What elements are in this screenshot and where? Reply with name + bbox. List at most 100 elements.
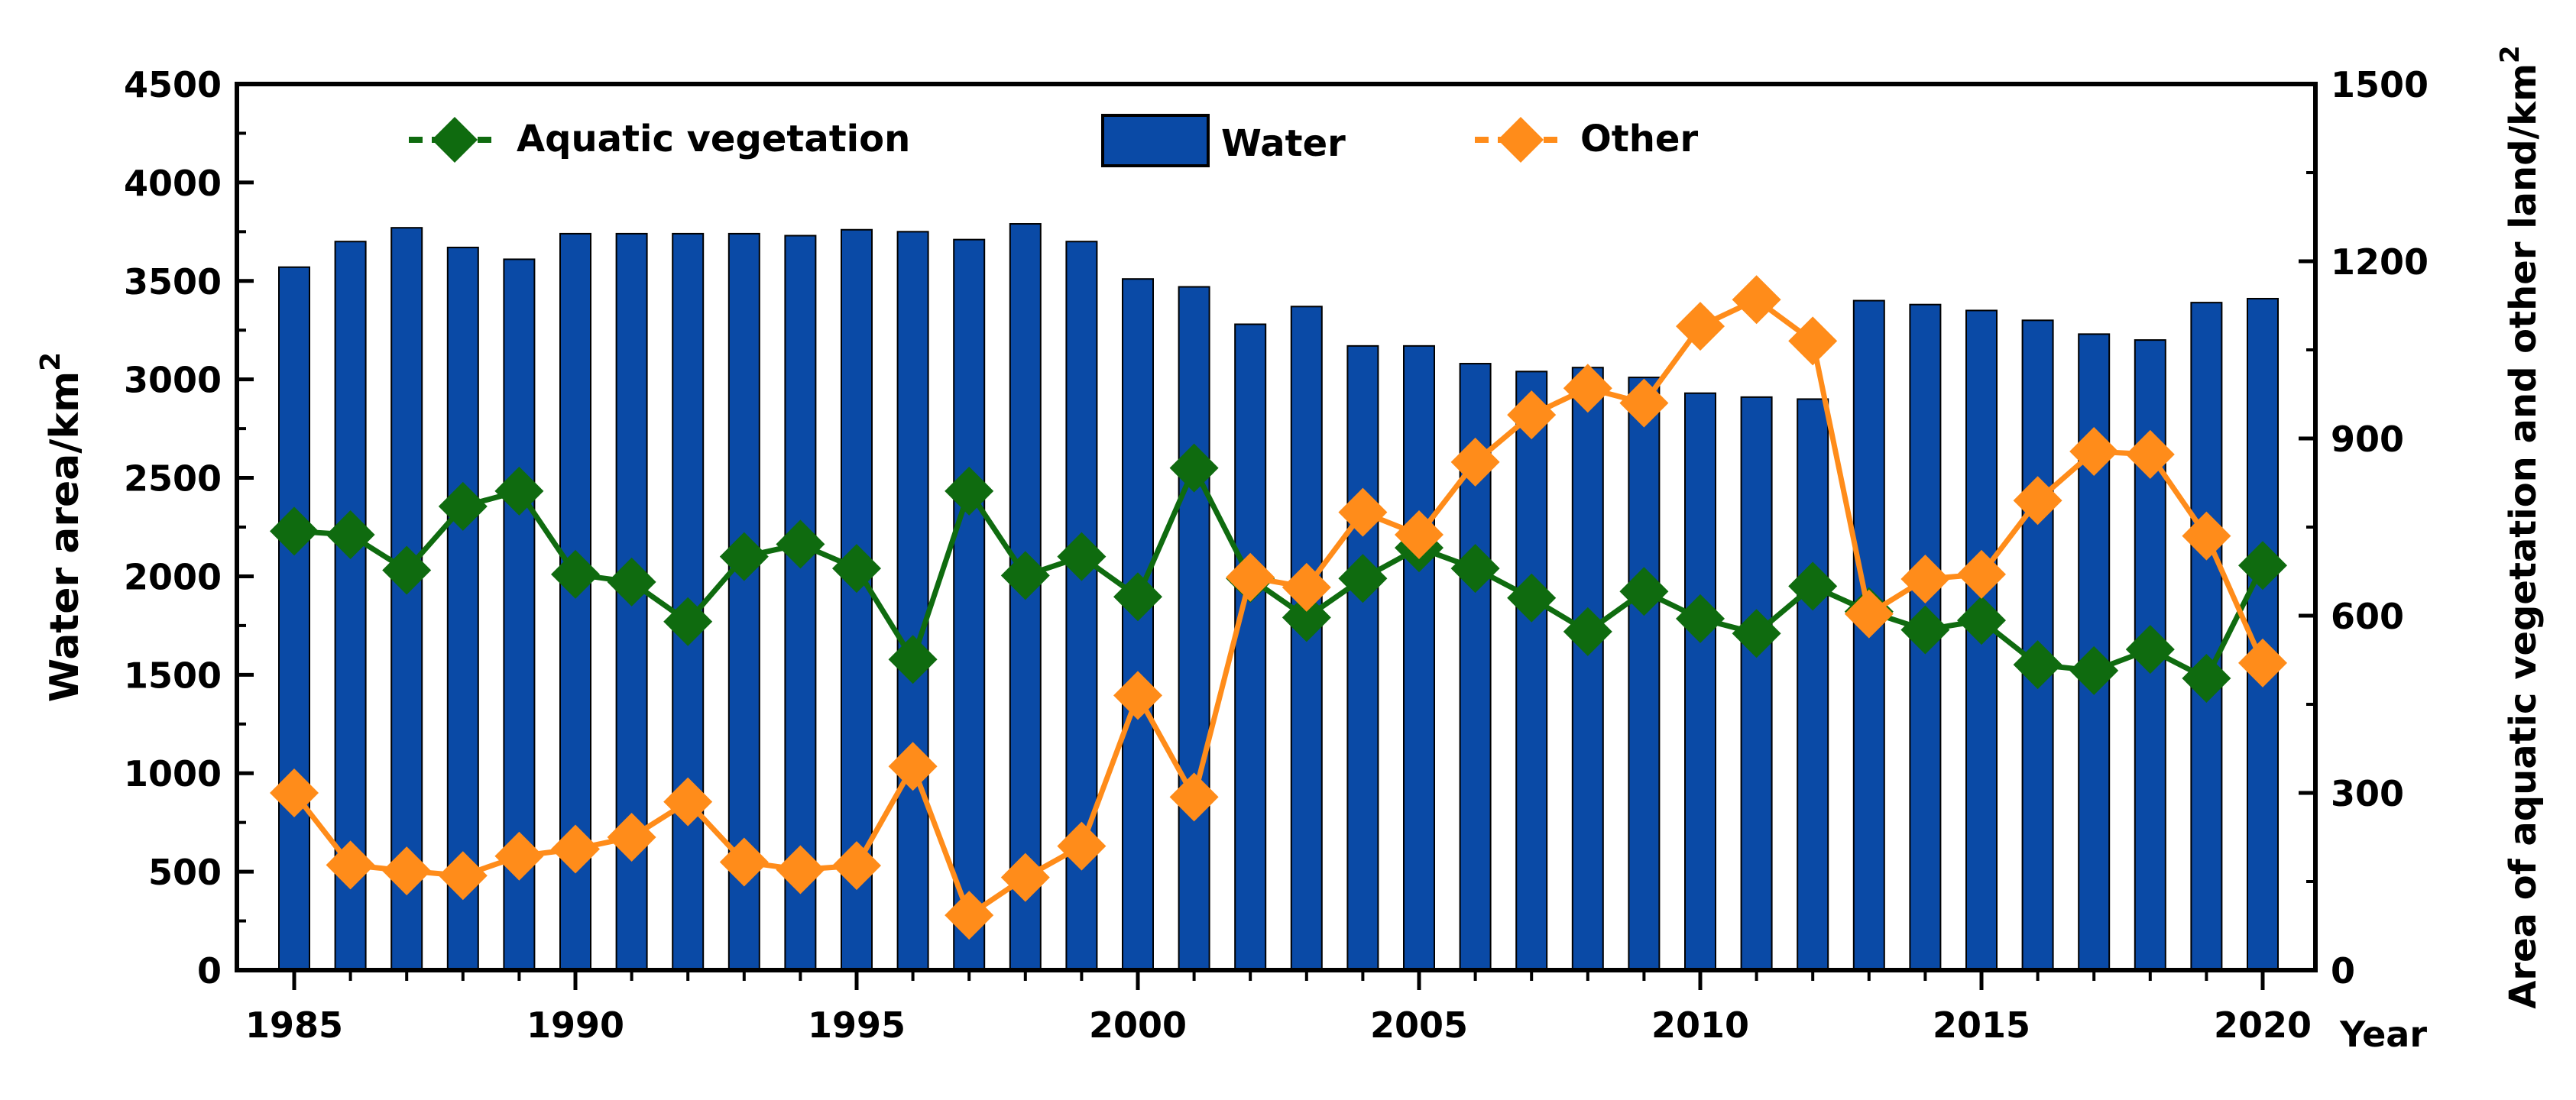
other-point-2007 <box>1507 390 1557 440</box>
x-tick-label: 1990 <box>527 1005 624 1046</box>
legend: Aquatic vegetation Water Other <box>409 114 1698 167</box>
y-tick-label: 4500 <box>124 64 222 105</box>
veg-point-1993 <box>719 532 769 581</box>
y2-axis-title: Area of aquatic vegetation and other lan… <box>2495 45 2545 1008</box>
veg-point-2006 <box>1450 544 1500 594</box>
x-tick-label: 2010 <box>1651 1005 1749 1046</box>
other-point-1999 <box>1057 821 1107 871</box>
other-point-1990 <box>551 824 600 874</box>
other-point-1991 <box>607 813 656 862</box>
y2-tick-label: 1200 <box>2331 241 2429 283</box>
x-tick-label: 2005 <box>1370 1005 1468 1046</box>
other-point-2012 <box>1788 316 1838 366</box>
veg-point-1998 <box>1000 551 1050 600</box>
veg-point-2009 <box>1619 567 1669 616</box>
other-point-1993 <box>719 837 769 887</box>
other-point-2016 <box>2013 476 2062 526</box>
other-point-1989 <box>494 831 544 881</box>
water-bar-1992 <box>672 232 705 971</box>
veg-point-1999 <box>1057 532 1107 581</box>
other-point-1994 <box>776 845 825 895</box>
other-point-2001 <box>1169 772 1219 822</box>
legend-other-marker <box>1498 117 1544 163</box>
other-point-2020 <box>2238 638 2287 688</box>
water-bar-2011 <box>1740 396 1773 971</box>
veg-point-1985 <box>270 506 319 556</box>
other-point-1996 <box>888 742 938 791</box>
other-series <box>270 275 2287 940</box>
veg-point-2004 <box>1338 554 1388 603</box>
y-tick-label: 2500 <box>124 458 222 500</box>
x-axis-title: Year <box>2339 1014 2427 1055</box>
y-tick-label: 3000 <box>124 360 222 401</box>
y2-tick-label: 0 <box>2331 950 2355 992</box>
veg-point-1997 <box>945 466 994 516</box>
water-bar-2012 <box>1797 398 1829 971</box>
other-point-1987 <box>382 846 432 896</box>
water-bar-2004 <box>1346 345 1379 972</box>
veg-point-1986 <box>326 510 375 560</box>
legend-veg-marker <box>432 117 478 163</box>
y-tick-label: 2000 <box>124 556 222 597</box>
other-point-2006 <box>1450 437 1500 487</box>
water-bar-2008 <box>1571 367 1604 971</box>
y-axis-title: Water area/km2 <box>35 352 88 702</box>
veg-point-2010 <box>1676 594 1725 643</box>
veg-point-2015 <box>1957 596 2006 645</box>
veg-point-2003 <box>1282 593 1331 642</box>
y-tick-label: 3500 <box>124 261 222 302</box>
other-point-2010 <box>1676 302 1725 351</box>
veg-point-2000 <box>1113 572 1162 622</box>
veg-point-2012 <box>1788 561 1838 611</box>
y-tick-label: 4000 <box>124 163 222 204</box>
other-point-1988 <box>438 851 488 901</box>
y-tick-label: 500 <box>148 852 222 893</box>
legend-veg-label: Aquatic vegetation <box>517 118 910 160</box>
veg-point-2019 <box>2182 653 2231 703</box>
other-point-1995 <box>832 841 881 891</box>
veg-point-1994 <box>776 519 825 569</box>
y2-tick-label: 300 <box>2331 773 2404 814</box>
other-point-1998 <box>1000 852 1050 902</box>
other-point-1985 <box>270 768 319 817</box>
y2-tick-label: 1500 <box>2331 64 2429 105</box>
other-point-2008 <box>1563 364 1612 413</box>
other-point-2009 <box>1619 378 1669 428</box>
veg-point-1995 <box>832 544 881 594</box>
plot-frame <box>235 82 2318 972</box>
y2-tick-label: 900 <box>2331 419 2404 460</box>
other-point-2005 <box>1395 510 1444 560</box>
veg-point-2007 <box>1507 573 1557 623</box>
x-tick-label: 1995 <box>808 1005 906 1046</box>
water-bar-1997 <box>953 238 986 971</box>
water-bar-1988 <box>446 246 479 971</box>
veg-point-1987 <box>382 545 432 595</box>
other-point-2015 <box>1957 549 2006 599</box>
veg-point-2008 <box>1563 607 1612 656</box>
x-tick-label: 1985 <box>245 1005 343 1046</box>
other-point-2019 <box>2182 511 2231 561</box>
y-tick-label: 1500 <box>124 655 222 696</box>
y-tick-label: 1000 <box>124 753 222 794</box>
water-bar-2010 <box>1684 392 1716 971</box>
water-bar-2019 <box>2190 302 2223 971</box>
veg-point-2014 <box>1900 605 1950 655</box>
water-bar-2009 <box>1628 377 1661 972</box>
water-bar-2005 <box>1403 345 1435 972</box>
veg-point-1988 <box>438 481 488 531</box>
y-tick-label: 0 <box>197 950 222 992</box>
other-point-2011 <box>1732 275 1781 325</box>
other-point-2014 <box>1900 555 1950 604</box>
x-tick-label: 2000 <box>1089 1005 1187 1046</box>
x-tick-label: 2015 <box>1933 1005 2030 1046</box>
water-bar-2007 <box>1515 370 1548 972</box>
y2-tick-label: 600 <box>2331 596 2404 637</box>
veg-point-2016 <box>2013 640 2062 690</box>
water-bar-1998 <box>1009 223 1042 971</box>
other-point-1986 <box>326 840 375 890</box>
legend-water-swatch <box>1101 114 1210 167</box>
other-point-1992 <box>663 777 713 827</box>
other-point-2003 <box>1282 562 1331 612</box>
veg-point-1992 <box>663 597 713 646</box>
